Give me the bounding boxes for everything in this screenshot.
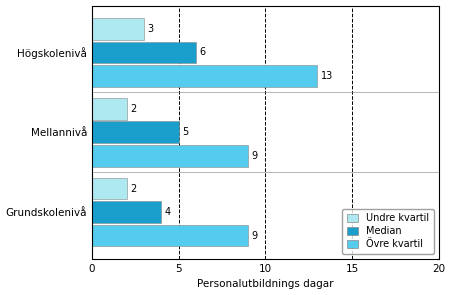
Text: 13: 13 [321,71,333,81]
Text: 6: 6 [199,47,206,58]
Bar [92,42,196,63]
Text: 9: 9 [252,151,258,161]
Legend: Undre kvartil, Median, Övre kvartil: Undre kvartil, Median, Övre kvartil [342,209,434,254]
Bar [92,225,248,246]
Text: 4: 4 [165,207,171,217]
Bar [92,65,318,87]
X-axis label: Personalutbildnings dagar: Personalutbildnings dagar [197,279,334,289]
Bar [92,145,248,167]
Text: 5: 5 [182,127,189,137]
Bar [92,98,127,119]
Bar [92,178,127,199]
Text: 9: 9 [252,231,258,240]
Text: 2: 2 [130,104,136,114]
Bar [92,122,179,143]
Text: 3: 3 [147,24,153,34]
Bar [92,18,144,40]
Bar [92,201,161,223]
Text: 2: 2 [130,183,136,194]
